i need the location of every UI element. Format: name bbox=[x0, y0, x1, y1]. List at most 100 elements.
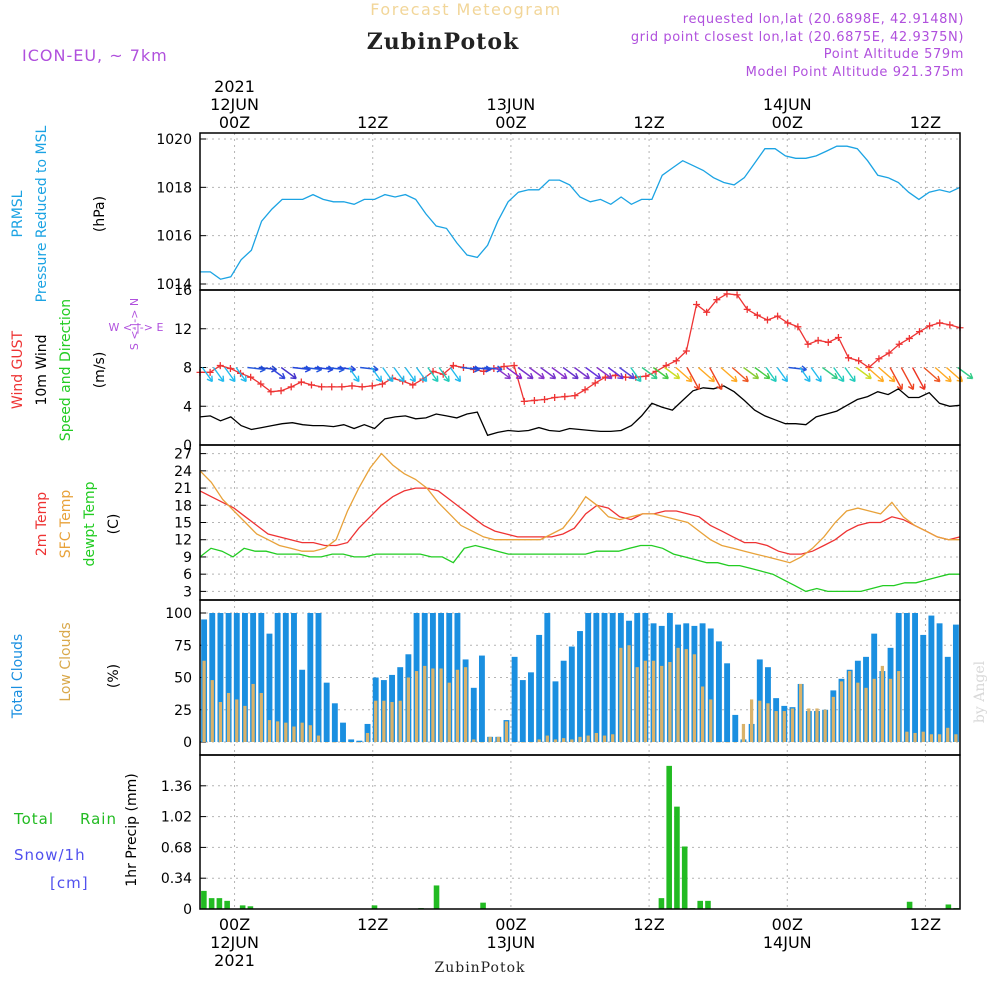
total-cloud-bar bbox=[225, 613, 232, 742]
total-cloud-bar bbox=[470, 687, 477, 742]
rain-bar bbox=[208, 898, 215, 909]
low-cloud-bar bbox=[365, 732, 370, 742]
gust-marker bbox=[672, 357, 680, 365]
rain-bar bbox=[224, 900, 230, 909]
total-cloud-bar bbox=[209, 613, 216, 742]
pressure-unit: (hPa) bbox=[92, 196, 108, 232]
wind-direction-arrow bbox=[652, 366, 669, 380]
wind-direction-arrow bbox=[630, 367, 642, 383]
temp-unit: (C) bbox=[106, 514, 122, 535]
top-hour-label: 12Z bbox=[357, 113, 388, 132]
y-tick-label: 1.02 bbox=[161, 810, 192, 826]
wind-direction-arrow bbox=[213, 367, 225, 383]
top-year-label: 2021 bbox=[214, 77, 255, 96]
y-tick-label: 50 bbox=[174, 671, 192, 687]
low-cloud-bar bbox=[700, 686, 705, 742]
sfctemp-line bbox=[199, 452, 960, 564]
gust-marker bbox=[723, 290, 731, 298]
y-tick-label: 4 bbox=[183, 399, 192, 415]
rain-bar bbox=[371, 905, 378, 909]
wind-direction-arrow bbox=[788, 365, 808, 373]
wind-direction-arrow bbox=[765, 367, 777, 383]
low-cloud-bar bbox=[905, 731, 909, 742]
gust-marker bbox=[561, 393, 569, 401]
gust-marker bbox=[865, 364, 873, 371]
y-tick-label: 0.34 bbox=[161, 871, 192, 887]
pressure-line bbox=[200, 145, 961, 280]
total-cloud-bar bbox=[903, 613, 910, 742]
wind-direction-arrow bbox=[867, 366, 885, 383]
gust-marker bbox=[855, 357, 863, 365]
y-tick-label: 12 bbox=[174, 533, 192, 549]
low-cloud-bar bbox=[790, 708, 795, 742]
gust-marker bbox=[905, 334, 913, 342]
wind-direction-arrow bbox=[528, 366, 545, 380]
y-tick-label: 25 bbox=[174, 703, 192, 719]
model-label: ICON-EU, ~ 7km bbox=[22, 46, 168, 65]
total-cloud-bar bbox=[560, 660, 567, 742]
total-clouds-label: Total Clouds bbox=[10, 634, 26, 719]
total-cloud-bar bbox=[601, 613, 608, 742]
total-cloud-bar bbox=[707, 628, 714, 742]
pressure-label: Pressure Reduced to MSL bbox=[34, 125, 50, 302]
low-cloud-bar bbox=[333, 742, 337, 743]
rain-bar bbox=[697, 900, 703, 909]
gust-marker bbox=[328, 383, 336, 391]
low-cloud-bar bbox=[815, 708, 819, 742]
top-hour-label: 00Z bbox=[219, 113, 250, 132]
precip-panel: 0 0.34 0.68 1.02 1.36 bbox=[161, 754, 961, 918]
y-tick-label: 27 bbox=[174, 447, 192, 463]
low-cloud-bar bbox=[782, 711, 786, 742]
total-cloud-bar bbox=[258, 613, 265, 742]
low-cloud-bar bbox=[635, 667, 639, 742]
low-cloud-bar bbox=[447, 682, 451, 742]
low-cloud-bar bbox=[226, 692, 231, 742]
bottom-date-label: 13JUN bbox=[487, 933, 536, 952]
gust-marker bbox=[693, 301, 701, 309]
low-cloud-bar bbox=[676, 647, 680, 742]
wind-direction-arrow bbox=[799, 367, 811, 383]
total-cloud-bar bbox=[912, 613, 918, 742]
low-cloud-bar bbox=[717, 742, 721, 743]
low-cloud-bar bbox=[586, 735, 590, 742]
low-cloud-bar bbox=[823, 709, 827, 742]
top-hour-label: 12Z bbox=[910, 113, 941, 132]
total-cloud-bar bbox=[291, 613, 297, 742]
gust-marker bbox=[307, 381, 315, 389]
total-cloud-bar bbox=[593, 613, 600, 742]
low-cloud-bar bbox=[382, 700, 386, 742]
y-tick-label: 0.68 bbox=[161, 840, 192, 856]
wind-direction-arrow bbox=[562, 366, 579, 380]
gust-marker bbox=[733, 291, 741, 299]
total-cloud-bar bbox=[446, 613, 453, 742]
wind-direction-arrow bbox=[686, 367, 701, 391]
wind-speed-line bbox=[199, 385, 961, 437]
low-cloud-bar bbox=[602, 735, 607, 742]
gust-marker bbox=[541, 395, 549, 403]
low-cloud-bar bbox=[349, 742, 353, 743]
total-cloud-bar bbox=[568, 646, 575, 742]
low-cloud-bar bbox=[864, 687, 868, 742]
gust-marker bbox=[814, 336, 822, 344]
wind-direction-arrow bbox=[360, 365, 379, 373]
total-cloud-bar bbox=[732, 714, 739, 742]
temp2m-line bbox=[199, 487, 961, 555]
wind-unit: (m/s) bbox=[92, 352, 108, 389]
top-hour-label: 00Z bbox=[772, 113, 803, 132]
low-cloud-bar bbox=[357, 742, 361, 743]
wind-direction-arrow bbox=[720, 366, 738, 383]
y-tick-label: 1018 bbox=[156, 180, 192, 196]
rain-bar bbox=[239, 905, 246, 909]
gust-marker bbox=[875, 355, 883, 363]
y-tick-label: 8 bbox=[183, 361, 192, 377]
y-tick-label: 75 bbox=[174, 638, 192, 654]
total-cloud-bar bbox=[315, 613, 322, 742]
low-cloud-bar bbox=[325, 742, 329, 743]
low-cloud-bar bbox=[513, 742, 517, 743]
low-cloud-bar bbox=[888, 678, 893, 742]
low-cloud-bar bbox=[758, 700, 762, 742]
low-cloud-bar bbox=[749, 699, 754, 742]
low-cloud-bar bbox=[619, 647, 623, 742]
bottom-hour-label: 12Z bbox=[357, 915, 388, 934]
total-cloud-bar bbox=[331, 703, 338, 742]
